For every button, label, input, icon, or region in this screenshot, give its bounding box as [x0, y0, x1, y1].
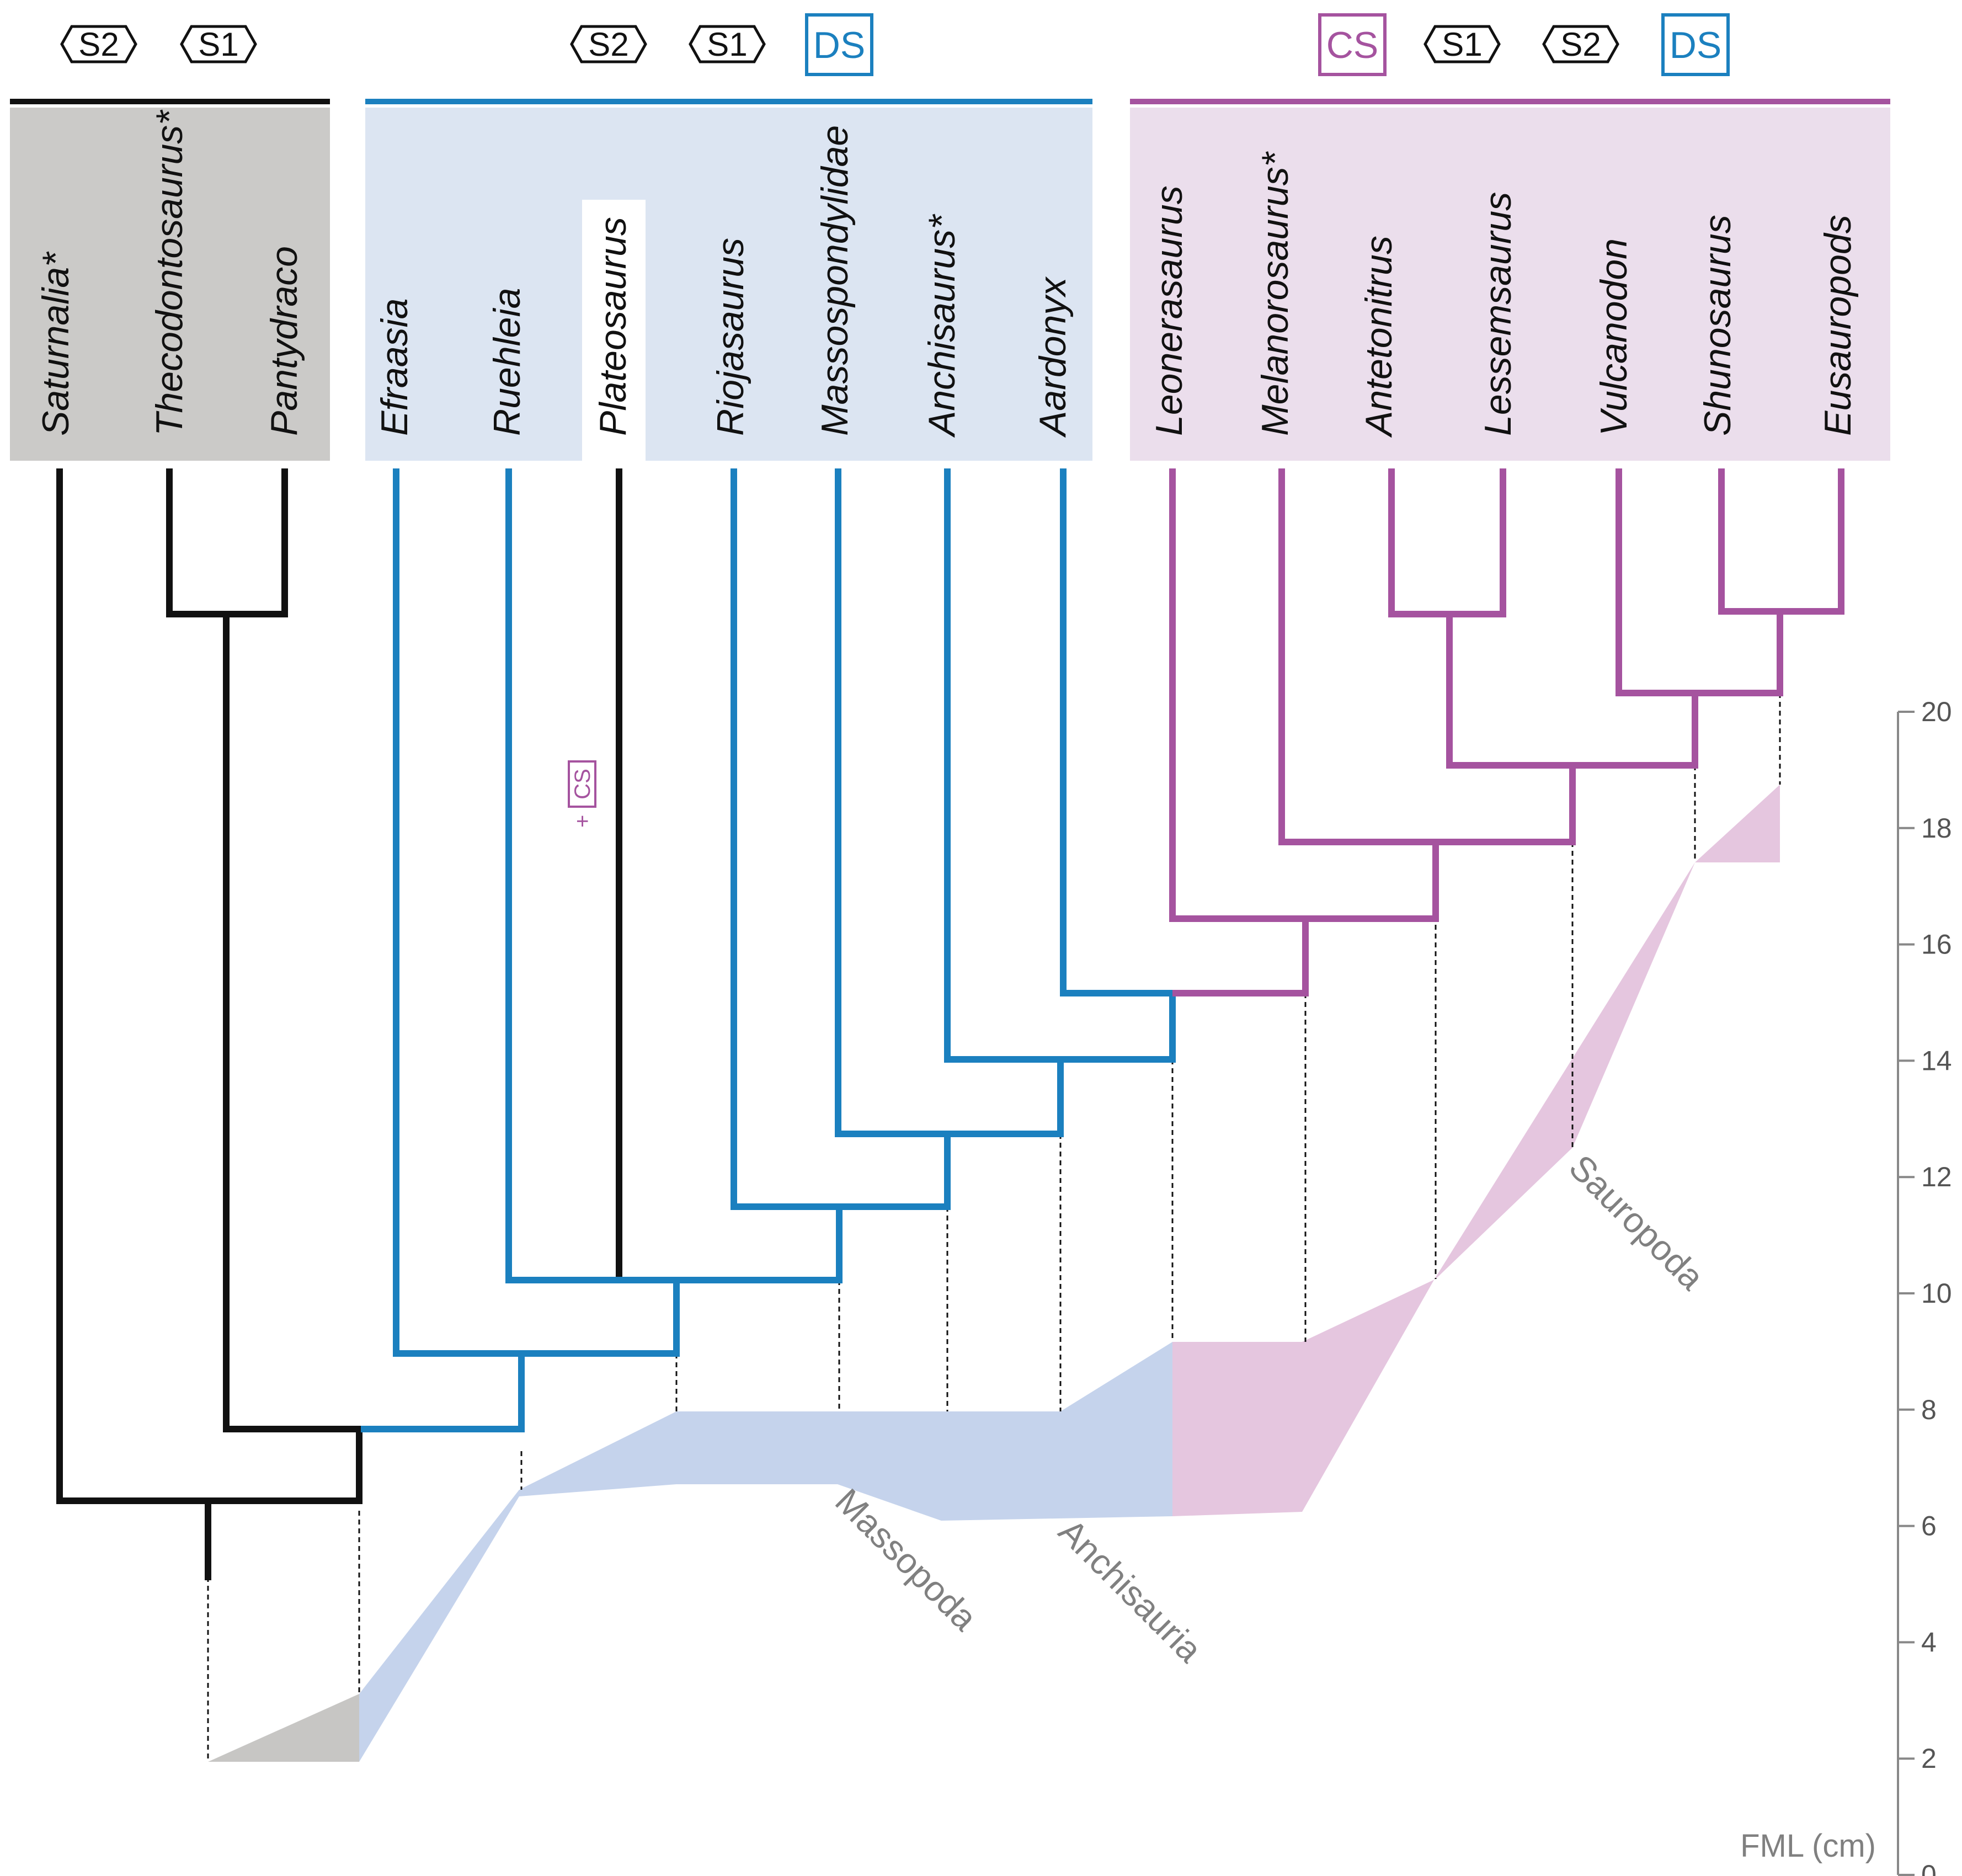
- tree-sauropodiform-branches: [361, 468, 1176, 1432]
- taxon-label-plateosaurus: Plateosaurus: [592, 217, 634, 436]
- marker-label: S2: [1560, 26, 1601, 63]
- marker-s1-purple: S2: [1542, 25, 1619, 63]
- marker-ds-blue: DS: [805, 13, 873, 76]
- sauropoda-group-panel: [1130, 108, 1890, 461]
- taxon-label-thecodontosaurus: Thecodontosaurus*: [148, 109, 190, 436]
- cs-label: CS: [571, 769, 595, 800]
- taxon-label-riojasaurus: Riojasaurus: [710, 238, 751, 436]
- taxon-label-massospondylidae: Massospondylidae: [814, 125, 856, 436]
- taxon-label-shunosaurus: Shunosaurus: [1697, 215, 1739, 436]
- axis-tick-label: 18: [1921, 813, 1952, 844]
- tree-sauropoda-branches: [1169, 468, 1844, 996]
- envelope-pink-lower: [1172, 785, 1780, 1516]
- axis-tick-label: 10: [1921, 1278, 1952, 1309]
- axis-tick-label: 0: [1921, 1859, 1937, 1876]
- taxon-label-pantydraco: Pantydraco: [263, 246, 305, 436]
- taxon-label-leonerasaurus: Leonerasaurus: [1148, 185, 1190, 436]
- plateosaurus-cs-marker: + CS: [568, 760, 596, 828]
- marker-cs-purple: CS: [1318, 13, 1387, 76]
- marker-s2-blue: S2: [570, 25, 647, 63]
- axis-tick-label: 12: [1921, 1161, 1952, 1192]
- marker-s1-basal: S1: [180, 25, 257, 63]
- axis-tick-label: 8: [1921, 1394, 1937, 1425]
- marker-label: S2: [588, 26, 628, 63]
- taxon-label-lessemsaurus: Lessemsaurus: [1477, 192, 1519, 436]
- axis-tick-label: 2: [1921, 1743, 1937, 1774]
- marker-label: S1: [707, 26, 747, 63]
- fml-axis: 0 2 4 6 8 10 12 14 16 18 20: [1897, 696, 1952, 1876]
- taxon-label-saturnalia: Saturnalia*: [35, 251, 77, 436]
- sauropodiform-group-panel: [365, 108, 1092, 461]
- tree-basal-branches: [56, 468, 622, 1580]
- marker-ds-purple: DS: [1661, 13, 1730, 76]
- taxon-label-efraasia: Efraasia: [374, 299, 415, 436]
- taxon-label-ruehleia: Ruehleia: [486, 288, 528, 436]
- clade-label-sauropoda: Sauropoda: [1561, 1147, 1712, 1298]
- axis-label: FML (cm): [1740, 1828, 1876, 1864]
- taxon-label-antetonitrus: Antetonitrus: [1358, 236, 1400, 438]
- taxon-label-anchisaurus: Anchisaurus*: [921, 214, 963, 438]
- marker-label: CS: [1326, 24, 1378, 66]
- axis-tick-label: 16: [1921, 929, 1952, 960]
- marker-s1-blue: S1: [689, 25, 766, 63]
- envelope-grey: [208, 1694, 359, 1762]
- basal-group-panel: [10, 108, 330, 461]
- taxon-label-melanorosaurus: Melanorosaurus*: [1254, 151, 1296, 436]
- marker-s2-basal: S2: [60, 25, 137, 63]
- plus-sign: +: [571, 815, 595, 828]
- axis-tick-label: 20: [1921, 696, 1952, 727]
- taxon-label-eusauropods: Eusauropods: [1817, 215, 1859, 436]
- marker-s2-purple: S1: [1423, 25, 1501, 63]
- marker-label: S1: [198, 26, 238, 63]
- axis-tick-label: 14: [1921, 1045, 1952, 1076]
- axis-tick-label: 4: [1921, 1627, 1937, 1658]
- dotted-connectors: [207, 693, 1781, 1762]
- marker-label: DS: [813, 24, 865, 66]
- marker-label: S2: [78, 26, 119, 63]
- clade-label-anchisauria: Anchisauria: [1051, 1511, 1210, 1670]
- taxon-label-vulcanodon: Vulcanodon: [1593, 238, 1635, 436]
- marker-label: S1: [1442, 26, 1482, 63]
- taxon-label-aardonyx: Aardonyx: [1032, 276, 1074, 438]
- envelope-blue: [359, 1342, 1172, 1762]
- axis-tick-label: 6: [1921, 1511, 1937, 1542]
- marker-label: DS: [1670, 24, 1721, 66]
